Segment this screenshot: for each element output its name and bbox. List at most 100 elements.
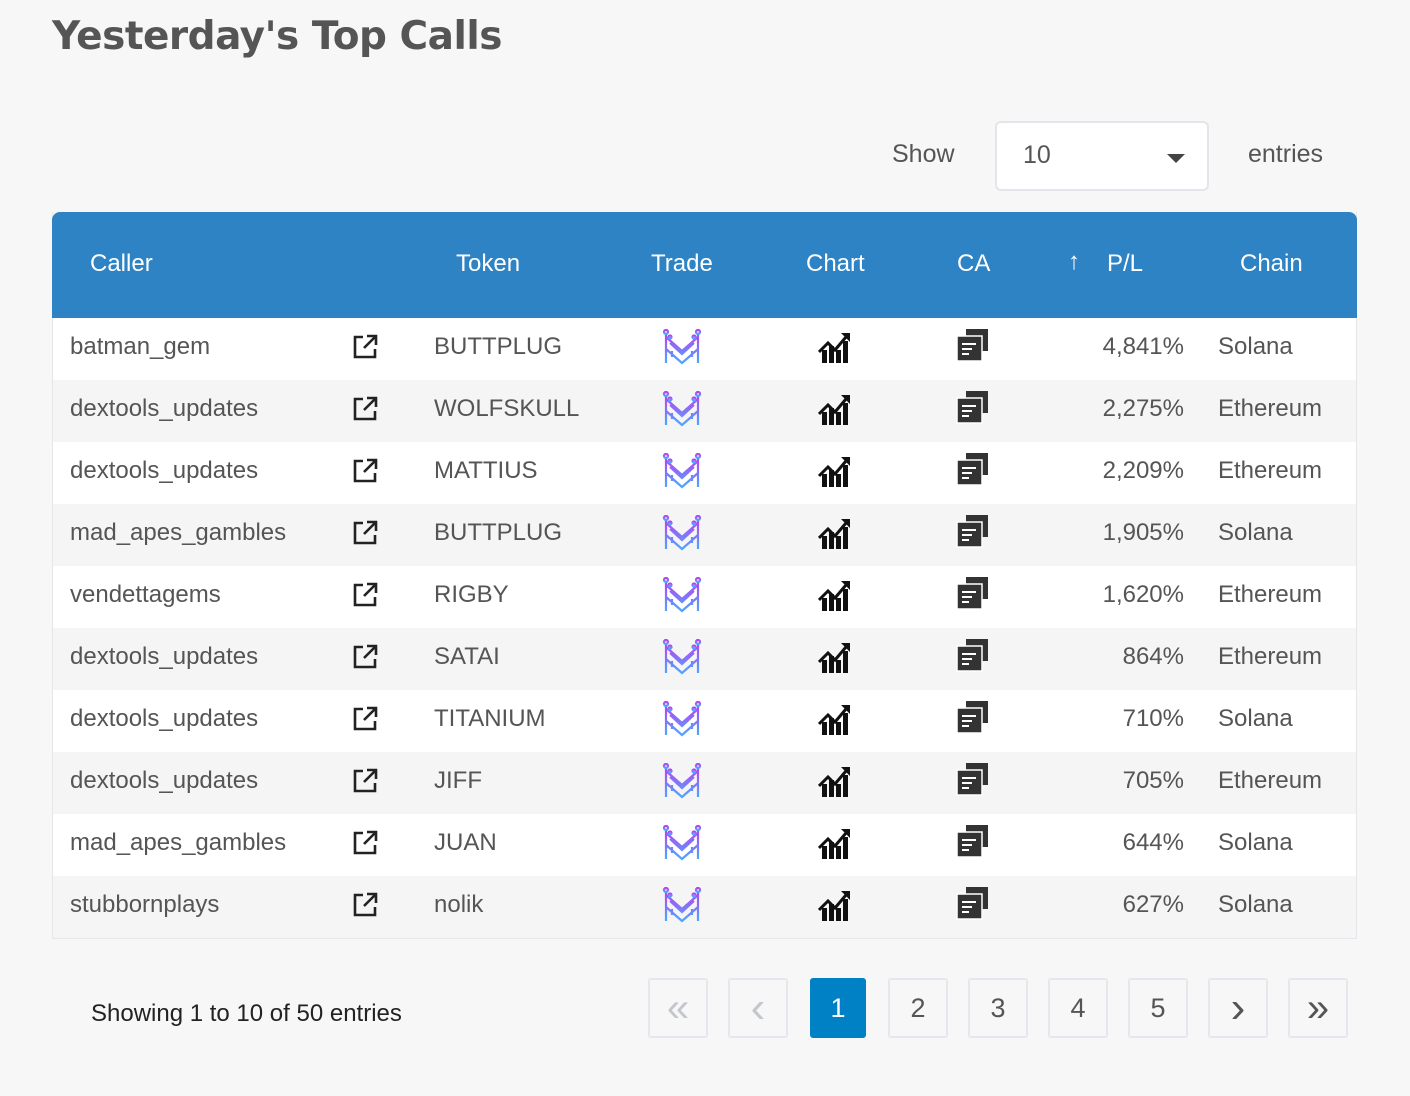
- chain-name: Ethereum: [1218, 457, 1323, 484]
- previous-page-button[interactable]: ‹: [728, 978, 788, 1038]
- table-row: dextools_updates WOLFSKULL 2,275% Ethereum: [53, 380, 1356, 442]
- copy-ca-icon[interactable]: [956, 328, 990, 369]
- token-name: SATAI: [434, 643, 500, 670]
- table-row: mad_apes_gambles BUTTPLUG 1,905% Solana: [53, 504, 1356, 566]
- token-name: BUTTPLUG: [434, 333, 563, 360]
- trade-icon[interactable]: [662, 328, 702, 376]
- last-page-button[interactable]: »: [1288, 978, 1348, 1038]
- trade-icon[interactable]: [662, 638, 702, 686]
- trade-icon[interactable]: [662, 514, 702, 562]
- chain-name: Ethereum: [1218, 767, 1323, 794]
- chart-icon[interactable]: [817, 516, 852, 557]
- page-5-button[interactable]: 5: [1128, 978, 1188, 1038]
- page-4-button[interactable]: 4: [1048, 978, 1108, 1038]
- table-info: Showing 1 to 10 of 50 entries: [91, 1000, 402, 1027]
- chain-name: Ethereum: [1218, 643, 1323, 670]
- chain-name: Solana: [1218, 333, 1293, 360]
- chart-icon[interactable]: [817, 454, 852, 495]
- column-token[interactable]: Token: [456, 250, 521, 277]
- pl-value: 644%: [1122, 829, 1184, 856]
- copy-ca-icon[interactable]: [956, 514, 990, 555]
- trade-icon[interactable]: [662, 762, 702, 810]
- chain-name: Solana: [1218, 891, 1293, 918]
- caller-name: dextools_updates: [70, 457, 259, 484]
- sort-ascending-icon[interactable]: ↑: [1068, 248, 1080, 275]
- chain-name: Solana: [1218, 829, 1293, 856]
- external-link-icon[interactable]: [352, 706, 378, 739]
- token-name: TITANIUM: [434, 705, 546, 732]
- external-link-icon[interactable]: [352, 768, 378, 801]
- column-trade[interactable]: Trade: [651, 250, 713, 277]
- copy-ca-icon[interactable]: [956, 452, 990, 493]
- pl-value: 1,905%: [1102, 519, 1184, 546]
- chart-icon[interactable]: [817, 826, 852, 867]
- external-link-icon[interactable]: [352, 334, 378, 367]
- column-ca[interactable]: CA: [957, 250, 991, 277]
- chart-icon[interactable]: [817, 392, 852, 433]
- pl-value: 705%: [1122, 767, 1184, 794]
- token-name: JUAN: [434, 829, 497, 856]
- chart-icon[interactable]: [817, 640, 852, 681]
- chart-icon[interactable]: [817, 330, 852, 371]
- column-caller[interactable]: Caller: [90, 250, 153, 277]
- external-link-icon[interactable]: [352, 520, 378, 553]
- next-page-button[interactable]: ›: [1208, 978, 1268, 1038]
- external-link-icon[interactable]: [352, 644, 378, 677]
- caller-name: mad_apes_gambles: [70, 519, 287, 546]
- table-row: mad_apes_gambles JUAN 644% Solana: [53, 814, 1356, 876]
- table-body: batman_gem BUTTPLUG 4,841% Solana dextools_u…: [53, 318, 1356, 938]
- external-link-icon[interactable]: [352, 830, 378, 863]
- copy-ca-icon[interactable]: [956, 886, 990, 927]
- caller-name: dextools_updates: [70, 395, 259, 422]
- token-name: BUTTPLUG: [434, 519, 563, 546]
- chart-icon[interactable]: [817, 764, 852, 805]
- pl-value: 627%: [1122, 891, 1184, 918]
- chain-name: Solana: [1218, 519, 1293, 546]
- copy-ca-icon[interactable]: [956, 824, 990, 865]
- copy-ca-icon[interactable]: [956, 576, 990, 617]
- show-label: Show: [892, 140, 955, 168]
- first-page-button[interactable]: «: [648, 978, 708, 1038]
- external-link-icon[interactable]: [352, 892, 378, 925]
- external-link-icon[interactable]: [352, 396, 378, 429]
- external-link-icon[interactable]: [352, 582, 378, 615]
- table-row: vendettagems RIGBY 1,620% Ethereum: [53, 566, 1356, 628]
- trade-icon[interactable]: [662, 824, 702, 872]
- table-row: dextools_updates SATAI 864% Ethereum: [53, 628, 1356, 690]
- copy-ca-icon[interactable]: [956, 638, 990, 679]
- copy-ca-icon[interactable]: [956, 390, 990, 431]
- page-2-button[interactable]: 2: [888, 978, 948, 1038]
- trade-icon[interactable]: [662, 576, 702, 624]
- table-row: batman_gem BUTTPLUG 4,841% Solana: [53, 318, 1356, 380]
- trade-icon[interactable]: [662, 886, 702, 934]
- caller-name: mad_apes_gambles: [70, 829, 287, 856]
- pl-value: 2,209%: [1102, 457, 1184, 484]
- table-row: dextools_updates TITANIUM 710% Solana: [53, 690, 1356, 752]
- pagination: « ‹ 1 2 3 4 5 › »: [648, 978, 1348, 1038]
- entries-per-page-value: 10: [1023, 141, 1051, 169]
- copy-ca-icon[interactable]: [956, 700, 990, 741]
- pl-value: 864%: [1122, 643, 1184, 670]
- chart-icon[interactable]: [817, 702, 852, 743]
- top-calls-table: Caller Token Trade Chart CA ↑ P/L Chain …: [52, 212, 1357, 939]
- chart-icon[interactable]: [817, 888, 852, 929]
- external-link-icon[interactable]: [352, 458, 378, 491]
- chart-icon[interactable]: [817, 578, 852, 619]
- column-chart[interactable]: Chart: [806, 250, 865, 277]
- trade-icon[interactable]: [662, 700, 702, 748]
- page-title: Yesterday's Top Calls: [52, 14, 502, 59]
- page-1-button[interactable]: 1: [810, 978, 866, 1038]
- trade-icon[interactable]: [662, 452, 702, 500]
- trade-icon[interactable]: [662, 390, 702, 438]
- chain-name: Ethereum: [1218, 581, 1323, 608]
- copy-ca-icon[interactable]: [956, 762, 990, 803]
- caller-name: dextools_updates: [70, 767, 259, 794]
- caller-name: batman_gem: [70, 333, 211, 360]
- pl-value: 710%: [1122, 705, 1184, 732]
- column-chain[interactable]: Chain: [1240, 250, 1303, 277]
- entries-per-page-select[interactable]: 10: [995, 121, 1209, 191]
- pl-value: 2,275%: [1102, 395, 1184, 422]
- column-pl[interactable]: P/L: [1107, 250, 1144, 277]
- table-row: stubbornplays nolik 627% Solana: [53, 876, 1356, 938]
- page-3-button[interactable]: 3: [968, 978, 1028, 1038]
